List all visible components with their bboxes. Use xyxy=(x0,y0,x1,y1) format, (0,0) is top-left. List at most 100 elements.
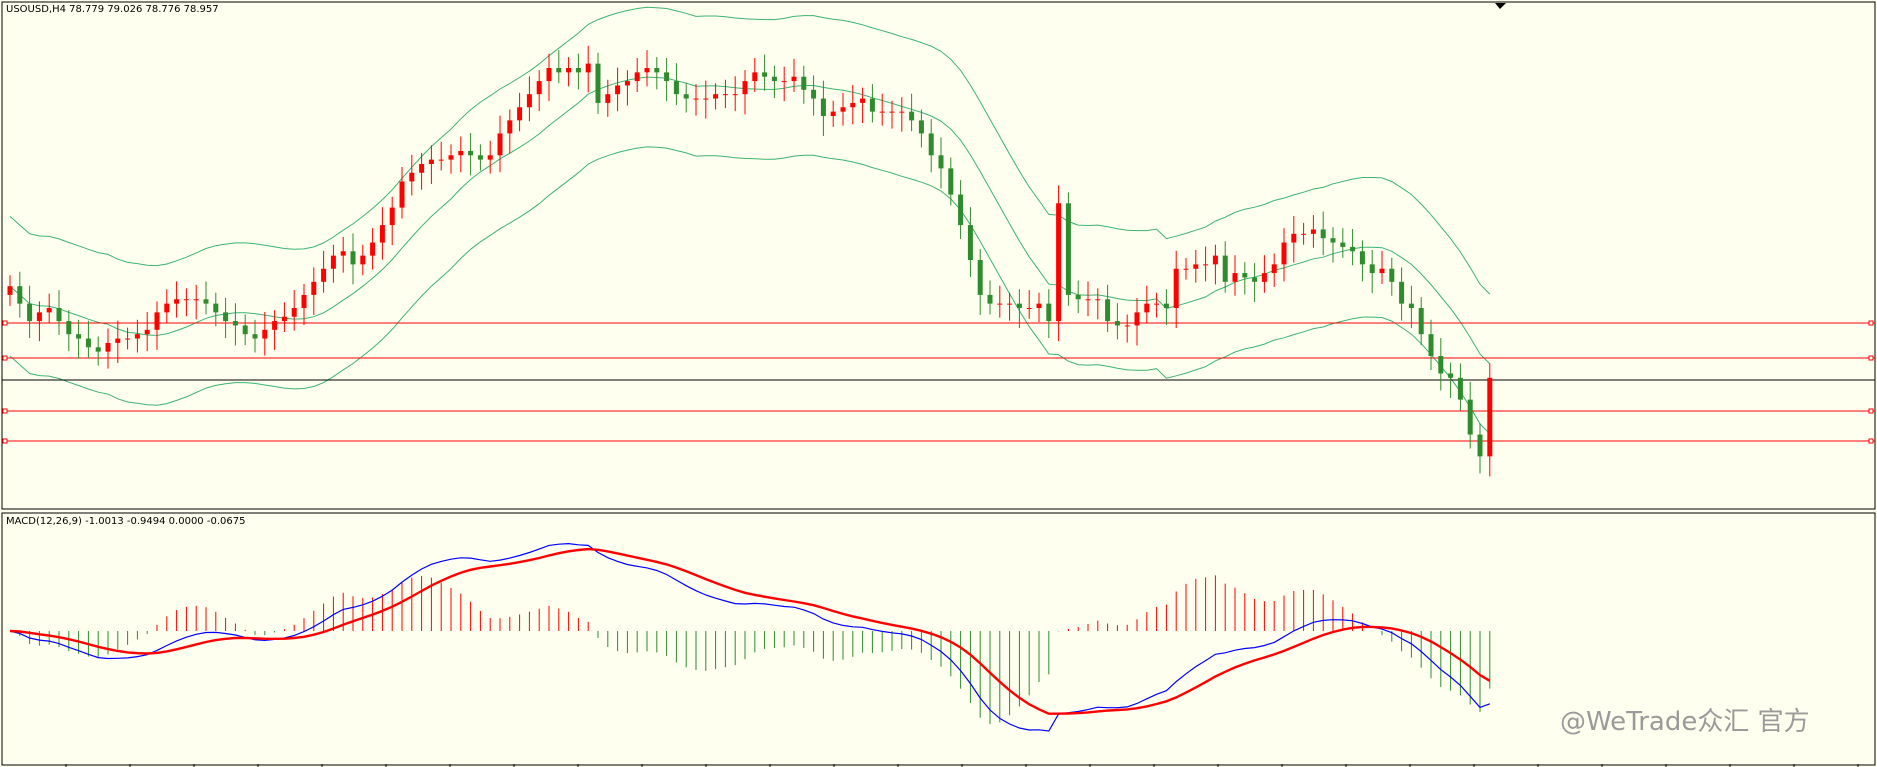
candle-body xyxy=(615,85,621,95)
candle-body xyxy=(17,286,23,304)
candle-body xyxy=(56,308,62,322)
candle-body xyxy=(1281,242,1287,265)
candle-body xyxy=(1477,434,1483,457)
candle-body xyxy=(742,81,748,95)
macd-line xyxy=(9,542,1491,732)
candle-body xyxy=(683,94,689,99)
candle-body xyxy=(820,98,826,116)
candle-body xyxy=(1291,233,1297,243)
candle-body xyxy=(272,321,278,330)
candle-body xyxy=(1065,203,1071,295)
candle-body xyxy=(595,63,601,103)
candle-body xyxy=(722,94,728,96)
candle-body xyxy=(517,107,523,121)
band-lower xyxy=(9,146,1491,435)
candle-body xyxy=(477,155,483,160)
candle-body xyxy=(732,94,738,96)
candle-body xyxy=(1271,264,1277,274)
level-handle-2 xyxy=(2,355,8,361)
candle-body xyxy=(713,94,719,99)
candle-body xyxy=(987,294,993,304)
candle-body xyxy=(850,102,856,108)
candle-body xyxy=(830,111,836,116)
bollinger-bands xyxy=(9,6,1491,435)
candle-body xyxy=(1222,255,1228,282)
candle-body xyxy=(585,63,591,73)
candle-body xyxy=(311,281,317,295)
candle-body xyxy=(1418,308,1424,335)
candle-body xyxy=(458,150,464,156)
candle-body xyxy=(1212,255,1218,265)
candle-body xyxy=(1134,312,1140,326)
candle-body xyxy=(1154,303,1160,305)
level-handle-3 xyxy=(2,408,8,414)
candle-body xyxy=(1163,303,1169,308)
candle-body xyxy=(487,155,493,160)
candle-body xyxy=(605,94,611,103)
candle-body xyxy=(134,334,140,339)
candle-body xyxy=(66,321,72,335)
level-handle-right-2 xyxy=(1868,355,1874,361)
candle-body xyxy=(281,316,287,322)
macd-header: MACD(12,26,9) -1.0013 -0.9494 0.0000 -0.… xyxy=(6,516,245,527)
candle-body xyxy=(448,155,454,160)
candle-body xyxy=(1144,303,1150,313)
candle-body xyxy=(1193,264,1199,269)
candle-body xyxy=(1359,251,1365,265)
candle-body xyxy=(1340,242,1346,247)
candle-body xyxy=(438,159,444,161)
candle-body xyxy=(997,303,1003,305)
candle-body xyxy=(526,94,532,108)
candle-body xyxy=(27,303,33,322)
candle-body xyxy=(791,76,797,82)
level-handle-4 xyxy=(2,438,8,444)
candle-body xyxy=(752,72,758,82)
candle-body xyxy=(860,98,866,103)
candle-body xyxy=(1389,268,1395,282)
candles xyxy=(7,45,1493,477)
macd-panel[interactable] xyxy=(1,512,1876,766)
candle-body xyxy=(918,120,924,134)
candle-body xyxy=(1056,203,1062,322)
horizontal-levels[interactable] xyxy=(2,320,1875,444)
candle-body xyxy=(1467,399,1473,435)
candle-body xyxy=(105,342,111,352)
candle-body xyxy=(252,334,258,339)
candle-body xyxy=(223,312,229,322)
candle-body xyxy=(1232,273,1238,282)
candle-body xyxy=(1173,268,1179,308)
candle-body xyxy=(1408,303,1414,308)
candle-body xyxy=(340,251,346,256)
macd-lines xyxy=(9,542,1859,767)
scroll-marker-icon[interactable] xyxy=(1495,3,1506,9)
candle-body xyxy=(360,255,366,265)
candle-body xyxy=(1350,246,1356,252)
candle-body xyxy=(409,172,415,182)
candle-body xyxy=(1379,268,1385,274)
candle-body xyxy=(1301,233,1307,235)
candle-body xyxy=(389,207,395,226)
candle-body xyxy=(654,68,660,73)
candle-body xyxy=(909,111,915,121)
candle-body xyxy=(1310,229,1316,234)
candle-body xyxy=(7,286,13,295)
candle-body xyxy=(46,308,52,313)
band-upper xyxy=(9,6,1491,295)
price-header: USOUSD,H4 78.779 79.026 78.776 78.957 xyxy=(6,4,219,15)
candle-body xyxy=(1203,264,1209,266)
candle-body xyxy=(781,81,787,83)
candle-body xyxy=(85,338,91,348)
candle-body xyxy=(95,347,101,352)
candle-body xyxy=(497,133,503,156)
candle-body xyxy=(899,111,905,113)
candle-body xyxy=(1075,294,1081,300)
candle-body xyxy=(301,294,307,308)
candle-body xyxy=(967,225,973,260)
candle-body xyxy=(36,312,42,322)
candle-body xyxy=(1124,325,1130,327)
candle-body xyxy=(399,181,405,208)
level-handle-right-4 xyxy=(1868,438,1874,444)
band-middle xyxy=(9,76,1491,365)
price-panel[interactable] xyxy=(1,1,1876,510)
candle-body xyxy=(1085,299,1091,301)
